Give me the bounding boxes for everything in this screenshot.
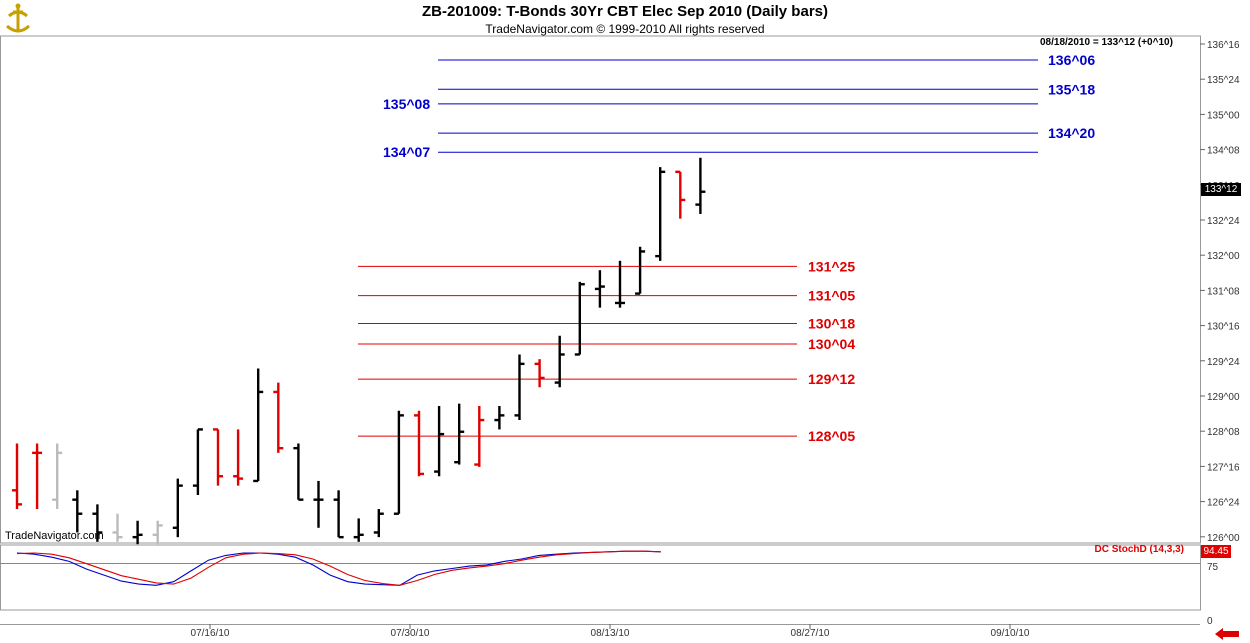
y-tick-label: 129^24 xyxy=(1207,357,1240,368)
resistance-label: 135^18 xyxy=(1048,81,1095,97)
chart-title: ZB-201009: T-Bonds 30Yr CBT Elec Sep 201… xyxy=(422,3,828,20)
y-tick-label: 136^16 xyxy=(1207,40,1240,51)
resistance-label: 136^06 xyxy=(1048,52,1095,68)
stoch-k-line xyxy=(16,550,661,586)
y-tick-label: 135^00 xyxy=(1207,110,1240,121)
stoch-title: DC StochD (14,3,3) xyxy=(1094,544,1184,555)
x-tick-label: 07/16/10 xyxy=(191,628,230,639)
y-tick-label: 132^00 xyxy=(1207,251,1240,262)
scroll-left-arrow-icon[interactable] xyxy=(1213,627,1241,641)
support-label: 128^05 xyxy=(808,428,855,444)
stoch-value-tag: 94.45 xyxy=(1201,545,1231,558)
last-price-tag: 133^12 xyxy=(1201,183,1241,196)
resistance-label: 135^08 xyxy=(383,96,430,112)
stoch-tick-75: 75 xyxy=(1207,562,1219,573)
tradenavigator-logo-icon xyxy=(3,2,33,34)
y-tick-label: 132^24 xyxy=(1207,216,1240,227)
y-tick-label: 135^24 xyxy=(1207,75,1240,86)
resistance-label: 134^20 xyxy=(1048,125,1095,141)
support-label: 129^12 xyxy=(808,371,855,387)
resistance-label: 134^07 xyxy=(383,144,430,160)
support-label: 130^04 xyxy=(808,336,855,352)
x-tick-label: 08/13/10 xyxy=(591,628,630,639)
x-tick-label: 09/10/10 xyxy=(991,628,1030,639)
support-label: 131^05 xyxy=(808,288,855,304)
y-tick-label: 126^00 xyxy=(1207,533,1240,544)
y-tick-label: 128^08 xyxy=(1207,427,1240,438)
price-readout: 08/18/2010 = 133^12 (+0^10) xyxy=(1040,37,1173,48)
support-label: 130^18 xyxy=(808,315,855,331)
stoch-tick-0: 0 xyxy=(1207,616,1213,627)
y-tick-label: 134^08 xyxy=(1207,146,1240,157)
chart-subtitle: TradeNavigator.com © 1999-2010 All right… xyxy=(485,22,765,36)
support-label: 131^25 xyxy=(808,258,855,274)
x-tick-label: 08/27/10 xyxy=(791,628,830,639)
stoch-d-line xyxy=(16,550,661,586)
y-tick-label: 127^16 xyxy=(1207,462,1240,473)
price-panel-frame xyxy=(0,35,1201,544)
stoch-panel-frame xyxy=(0,544,1201,611)
watermark: TradeNavigator.com xyxy=(5,530,104,542)
y-tick-label: 129^00 xyxy=(1207,392,1240,403)
x-tick-label: 07/30/10 xyxy=(391,628,430,639)
y-tick-label: 130^16 xyxy=(1207,322,1240,333)
y-tick-label: 131^08 xyxy=(1207,286,1240,297)
y-tick-label: 126^24 xyxy=(1207,498,1240,509)
